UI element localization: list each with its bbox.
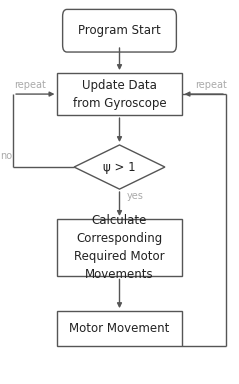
Text: repeat: repeat (195, 80, 227, 90)
Bar (57, 219, 182, 276)
Text: yes: yes (127, 191, 144, 201)
FancyBboxPatch shape (63, 10, 176, 52)
Polygon shape (74, 145, 165, 189)
Text: no: no (0, 151, 12, 161)
Bar (57, 73, 182, 115)
Text: Motor Movement: Motor Movement (69, 322, 170, 335)
Bar (57, 311, 182, 346)
Text: Program Start: Program Start (78, 24, 161, 37)
Text: Calculate
Corresponding
Required Motor
Movements: Calculate Corresponding Required Motor M… (74, 214, 165, 281)
Text: ψ > 1: ψ > 1 (103, 161, 136, 174)
Text: Update Data
from Gyroscope: Update Data from Gyroscope (73, 79, 166, 109)
Text: repeat: repeat (14, 80, 46, 90)
